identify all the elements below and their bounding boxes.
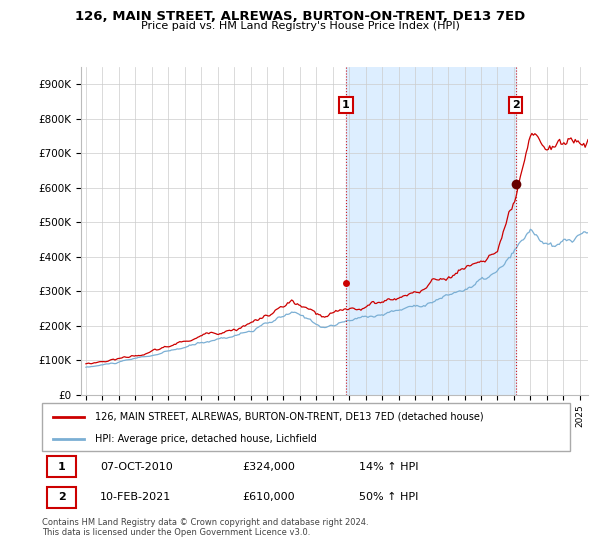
Text: HPI: Average price, detached house, Lichfield: HPI: Average price, detached house, Lich… xyxy=(95,434,317,444)
Text: 10-FEB-2021: 10-FEB-2021 xyxy=(100,492,172,502)
Text: 126, MAIN STREET, ALREWAS, BURTON-ON-TRENT, DE13 7ED (detached house): 126, MAIN STREET, ALREWAS, BURTON-ON-TRE… xyxy=(95,412,484,422)
Text: 2: 2 xyxy=(512,100,520,110)
Text: 50% ↑ HPI: 50% ↑ HPI xyxy=(359,492,418,502)
Text: 126, MAIN STREET, ALREWAS, BURTON-ON-TRENT, DE13 7ED: 126, MAIN STREET, ALREWAS, BURTON-ON-TRE… xyxy=(75,10,525,23)
Text: Price paid vs. HM Land Registry's House Price Index (HPI): Price paid vs. HM Land Registry's House … xyxy=(140,21,460,31)
Text: £610,000: £610,000 xyxy=(242,492,295,502)
Text: 14% ↑ HPI: 14% ↑ HPI xyxy=(359,461,418,472)
FancyBboxPatch shape xyxy=(47,456,76,477)
FancyBboxPatch shape xyxy=(42,403,570,451)
Bar xyxy=(346,67,515,395)
Text: £324,000: £324,000 xyxy=(242,461,296,472)
Text: 07-OCT-2010: 07-OCT-2010 xyxy=(100,461,173,472)
FancyBboxPatch shape xyxy=(47,487,76,508)
Text: Contains HM Land Registry data © Crown copyright and database right 2024.
This d: Contains HM Land Registry data © Crown c… xyxy=(42,518,368,538)
Text: 2: 2 xyxy=(58,492,65,502)
Text: 1: 1 xyxy=(342,100,350,110)
Text: 1: 1 xyxy=(58,461,65,472)
